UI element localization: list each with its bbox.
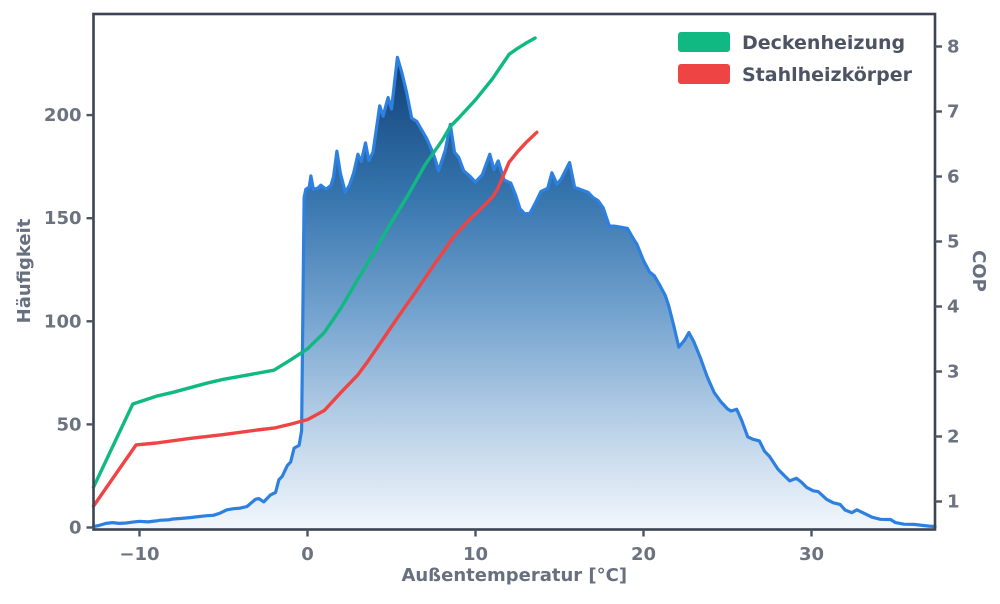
y-right-tick-label: 1 (947, 492, 960, 513)
x-axis-tick-label: 20 (631, 544, 656, 565)
y-left-tick-label: 100 (44, 311, 82, 332)
legend-label-stahlheizkörper: Stahlheizkörper (742, 64, 913, 86)
x-axis-tick-label: 10 (463, 544, 488, 565)
y-right-tick-label: 7 (947, 102, 960, 123)
y-right-tick-label: 8 (947, 37, 960, 58)
y-left-axis-label: Häufigkeit (14, 218, 35, 323)
y-right-axis-label: COP (968, 250, 989, 292)
y-right-tick-label: 6 (947, 167, 960, 188)
x-axis-tick-label: −10 (119, 544, 159, 565)
legend-swatch-stahlheizkörper (678, 64, 730, 84)
y-left-tick-label: 0 (69, 518, 82, 539)
x-axis-tick-label: 30 (799, 544, 824, 565)
y-right-tick-label: 2 (947, 427, 960, 448)
series-line-stahlheizkörper (91, 130, 539, 508)
y-right-tick-label: 3 (947, 362, 960, 383)
y-left-tick-label: 50 (56, 414, 81, 435)
x-axis-tick-label: 0 (301, 544, 314, 565)
y-left-tick-label: 200 (44, 105, 82, 126)
y-left-tick-label: 150 (44, 208, 82, 229)
y-right-tick-label: 4 (947, 297, 960, 318)
y-right-tick-label: 5 (947, 232, 960, 253)
histogram-area (93, 57, 935, 530)
histogram-outline (91, 55, 937, 529)
plot-box-spines (92, 12, 937, 531)
series-line-deckenheizung (91, 36, 537, 489)
legend-swatch-deckenheizung (678, 32, 730, 52)
legend-label-deckenheizung: Deckenheizung (742, 32, 905, 54)
x-axis-label: Außentemperatur [°C] (401, 565, 627, 586)
legend: Deckenheizung Stahlheizkörper (678, 32, 913, 86)
